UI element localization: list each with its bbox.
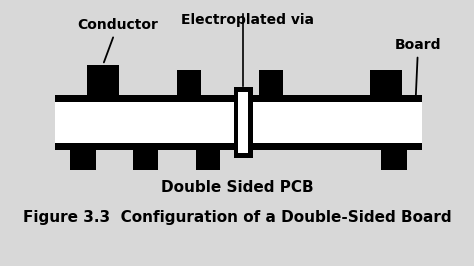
Text: Figure 3.3  Configuration of a Double-Sided Board: Figure 3.3 Configuration of a Double-Sid…	[23, 210, 451, 225]
FancyBboxPatch shape	[381, 150, 407, 170]
FancyBboxPatch shape	[196, 150, 220, 170]
FancyBboxPatch shape	[238, 92, 248, 153]
FancyBboxPatch shape	[133, 150, 158, 170]
FancyBboxPatch shape	[87, 65, 118, 95]
FancyBboxPatch shape	[55, 102, 234, 143]
Text: Electroplated via: Electroplated via	[181, 13, 314, 27]
FancyBboxPatch shape	[253, 102, 422, 143]
Text: Double Sided PCB: Double Sided PCB	[161, 180, 313, 195]
Text: Conductor: Conductor	[77, 18, 158, 63]
Text: Board: Board	[395, 38, 441, 100]
FancyBboxPatch shape	[177, 70, 201, 95]
FancyBboxPatch shape	[234, 87, 253, 158]
FancyBboxPatch shape	[370, 70, 401, 95]
FancyBboxPatch shape	[259, 70, 283, 95]
FancyBboxPatch shape	[70, 150, 96, 170]
FancyBboxPatch shape	[55, 95, 234, 150]
FancyBboxPatch shape	[253, 95, 422, 150]
